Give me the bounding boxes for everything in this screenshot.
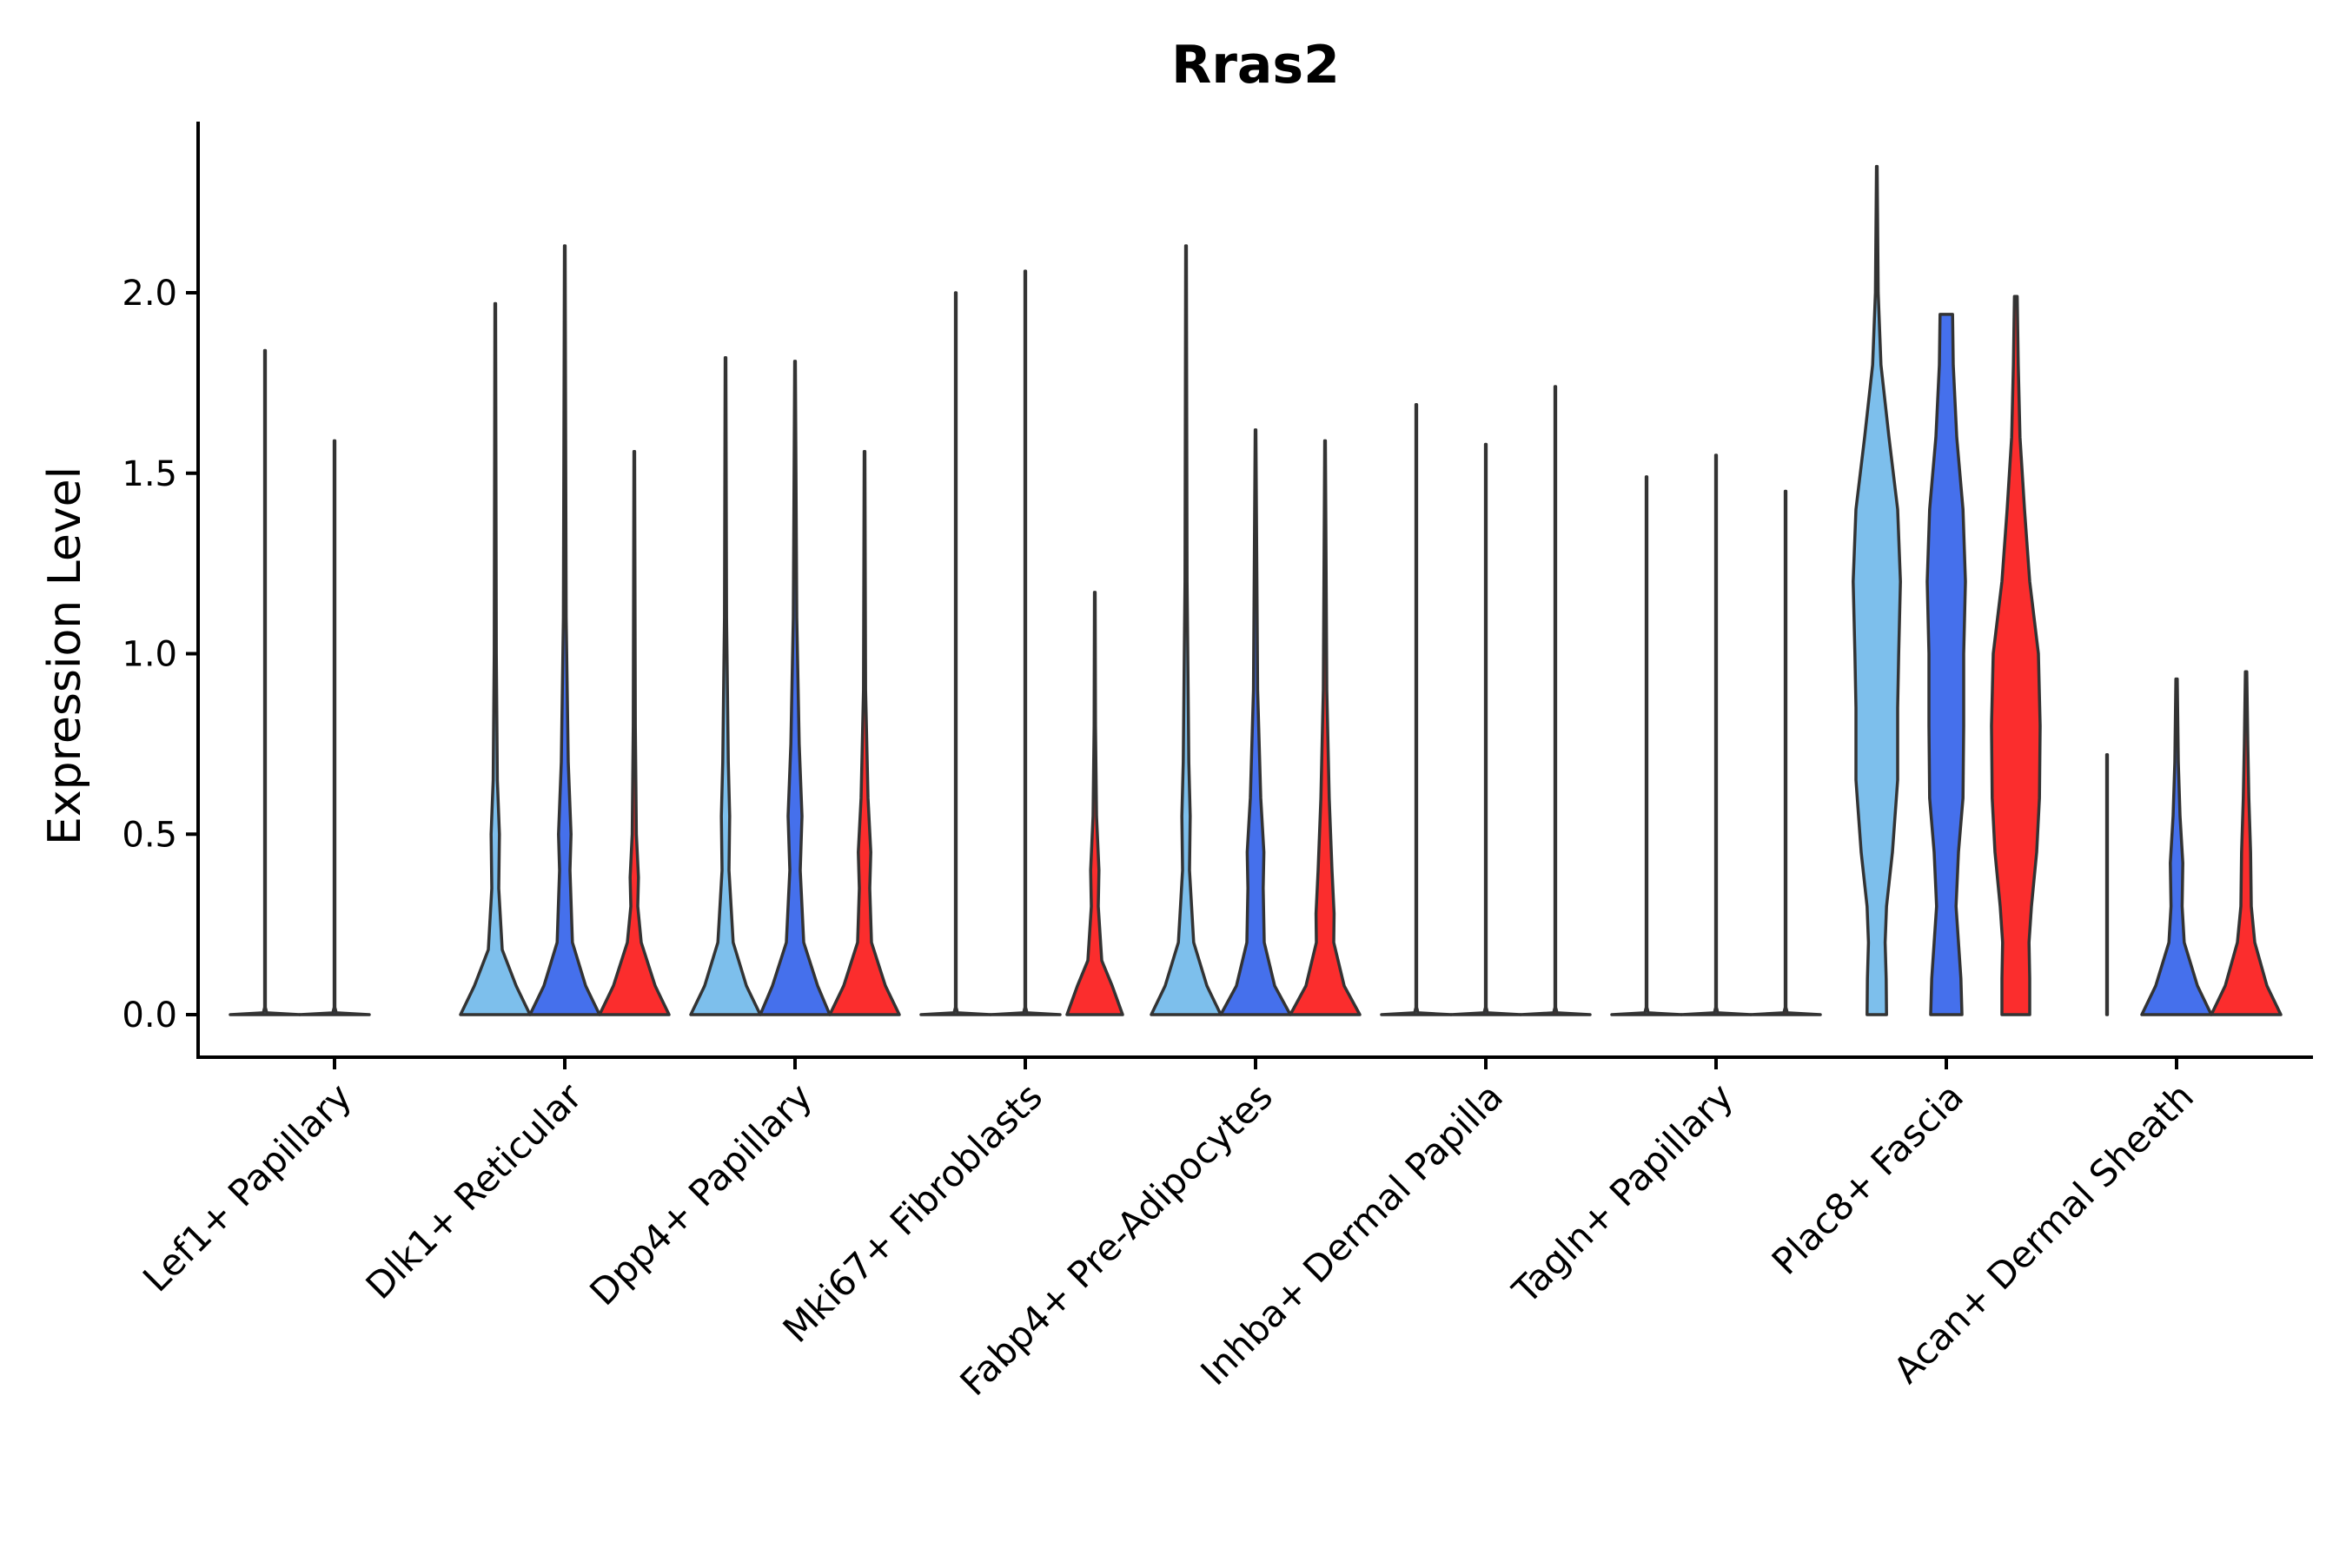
violin-1 <box>2104 753 2110 1016</box>
violin-2 <box>298 439 371 1016</box>
y-ticks: 0.0 0.5 1.0 1.5 2.0 <box>122 274 198 1035</box>
violin-3 <box>598 450 671 1016</box>
violin-1 <box>1852 164 1902 1016</box>
violin-1 <box>689 356 762 1016</box>
violin-2 <box>1449 442 1522 1016</box>
violin-layer <box>229 164 2283 1016</box>
violin-1 <box>229 348 302 1016</box>
y-tick-label: 2.0 <box>122 274 177 314</box>
y-tick-label: 0.0 <box>122 996 177 1035</box>
x-tick-label: Plac8+ Fascia <box>1764 1075 1972 1282</box>
x-tick-label: Dpp4+ Papillary <box>581 1075 820 1313</box>
violin-2 <box>759 360 832 1016</box>
x-tick-label: Lef1+ Papillary <box>135 1075 360 1300</box>
violin-3 <box>828 450 901 1016</box>
violin-2 <box>1680 453 1753 1016</box>
y-tick-label: 0.5 <box>122 815 177 855</box>
violin-3 <box>1065 591 1124 1016</box>
violin-1 <box>1610 475 1683 1016</box>
violin-2 <box>1219 428 1292 1016</box>
x-tick-label: Mki67+ Fibroblasts <box>775 1075 1050 1350</box>
violin-3 <box>1990 294 2042 1016</box>
x-tick-label: Dlk1+ Reticular <box>358 1075 591 1307</box>
x-tick-label: Tagln+ Papillary <box>1504 1075 1741 1312</box>
chart-title: Rras2 <box>1171 35 1340 96</box>
violin-3 <box>1749 489 1822 1016</box>
y-tick-label: 1.0 <box>122 635 177 675</box>
y-axis-label: Expression Level <box>39 466 91 845</box>
violin-2 <box>528 244 601 1016</box>
violin-1 <box>459 301 532 1016</box>
violin-2 <box>989 269 1062 1016</box>
violin-2 <box>2140 677 2213 1016</box>
violin-1 <box>919 291 992 1016</box>
violin-1 <box>1150 244 1223 1016</box>
violin-3 <box>1519 385 1592 1016</box>
violin-3 <box>2210 670 2283 1016</box>
violin-3 <box>1289 439 1362 1016</box>
y-tick-label: 1.5 <box>122 454 177 494</box>
violin-1 <box>1380 403 1453 1016</box>
violin-2 <box>1925 313 1967 1016</box>
